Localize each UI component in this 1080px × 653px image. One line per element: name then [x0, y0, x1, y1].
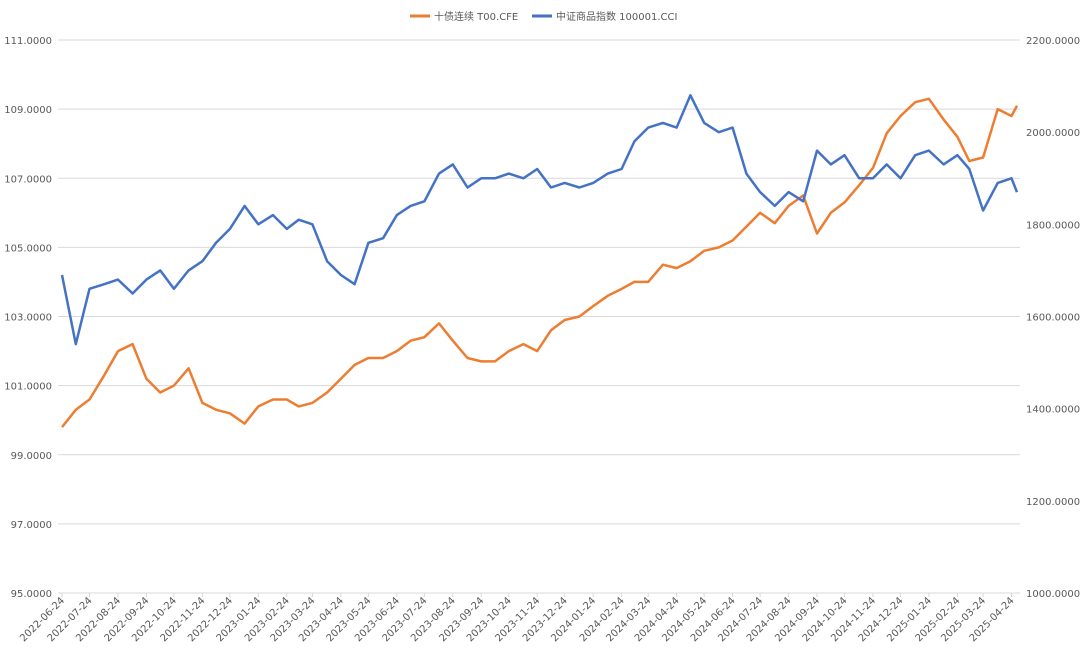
y2-tick-label: 1200.0000: [1026, 497, 1080, 508]
series-line: [61, 97, 1019, 428]
y2-tick-label: 1800.0000: [1026, 220, 1080, 231]
y2-tick-label: 1400.0000: [1026, 405, 1080, 416]
y-tick-label: 95.0000: [11, 589, 52, 600]
y-tick-label: 107.0000: [4, 174, 52, 185]
y2-tick-label: 1600.0000: [1026, 313, 1080, 324]
y-tick-label: 99.0000: [11, 451, 52, 462]
y-tick-label: 105.0000: [4, 243, 52, 254]
y-tick-label: 97.0000: [11, 520, 52, 531]
y-tick-label: 101.0000: [4, 382, 52, 393]
y2-tick-label: 2200.0000: [1026, 36, 1080, 47]
y2-tick-label: 1000.0000: [1026, 589, 1080, 600]
y-tick-label: 111.0000: [4, 36, 52, 47]
y-tick-label: 109.0000: [4, 105, 52, 116]
legend-label: 十债连续 T00.CFE: [434, 10, 518, 23]
y-tick-label: 103.0000: [4, 313, 52, 324]
series-line: [60, 94, 1019, 346]
y2-tick-label: 2000.0000: [1026, 128, 1080, 139]
legend-label: 中证商品指数 100001.CCI: [556, 10, 677, 23]
